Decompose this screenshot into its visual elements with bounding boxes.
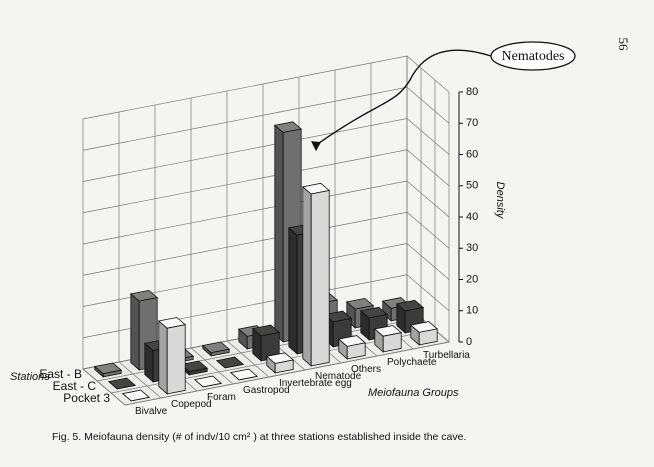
bar-front bbox=[274, 359, 294, 374]
y-tick-label: 20 bbox=[466, 273, 478, 285]
bar bbox=[229, 368, 259, 381]
bar bbox=[93, 362, 123, 378]
bar bbox=[215, 356, 245, 369]
annotation-arrow bbox=[315, 49, 492, 146]
bar-front bbox=[418, 328, 438, 346]
grid-line bbox=[406, 86, 450, 124]
bar-front bbox=[239, 376, 258, 381]
bar-front bbox=[131, 397, 150, 402]
bar-front bbox=[166, 324, 186, 395]
bar-side bbox=[274, 124, 284, 343]
bar bbox=[373, 325, 403, 353]
x-tick-label: Nematode bbox=[315, 371, 362, 382]
grid-line bbox=[406, 55, 450, 93]
floor-line bbox=[82, 368, 126, 406]
bar-front bbox=[210, 348, 230, 357]
bar bbox=[265, 352, 295, 374]
bar-front bbox=[346, 342, 366, 360]
grid-line bbox=[406, 149, 450, 187]
x-tick-label: Bivalve bbox=[135, 406, 168, 417]
y-tick-label: 50 bbox=[466, 180, 478, 192]
x-tick-label: Others bbox=[351, 364, 381, 375]
x-tick-label: Turbellaria bbox=[423, 350, 470, 361]
bar-front bbox=[102, 369, 122, 378]
y-tick-label: 80 bbox=[466, 86, 478, 98]
grid-line bbox=[82, 55, 408, 120]
x-tick-label: Copepod bbox=[171, 399, 212, 410]
x-tick-label: Foram bbox=[207, 392, 236, 403]
grid-line bbox=[406, 180, 450, 218]
x-tick-label: Invertebrate egg bbox=[279, 378, 352, 389]
bar-front bbox=[225, 364, 244, 369]
grid-line bbox=[82, 180, 408, 245]
bar-front bbox=[188, 367, 208, 376]
page-number: 56 bbox=[616, 38, 631, 52]
bar-side bbox=[158, 320, 168, 395]
station-label: East - C bbox=[53, 379, 97, 393]
depth-axis-title: Stations bbox=[10, 371, 50, 383]
annotation: Nematodes bbox=[502, 49, 565, 64]
y-tick-label: 40 bbox=[466, 211, 478, 223]
bar bbox=[157, 317, 187, 395]
floor-line bbox=[124, 341, 450, 406]
bar bbox=[201, 341, 231, 357]
bar bbox=[337, 335, 367, 360]
arrow-head bbox=[311, 141, 321, 152]
x-tick-label: Polychaete bbox=[387, 357, 437, 368]
station-label: East - B bbox=[39, 367, 82, 381]
floor-line bbox=[118, 361, 162, 399]
bar-side bbox=[288, 227, 298, 355]
y-tick-label: 30 bbox=[466, 242, 478, 254]
y-axis-title: Density bbox=[494, 182, 506, 220]
y-tick-label: 10 bbox=[466, 305, 478, 317]
grid-line bbox=[406, 118, 450, 155]
bar-front bbox=[117, 385, 136, 390]
bar-side bbox=[302, 185, 312, 367]
bar bbox=[121, 389, 151, 402]
grid-line bbox=[82, 211, 408, 276]
bar-front bbox=[203, 383, 222, 388]
caption: Fig. 5. Meiofauna density (# of indv/10 … bbox=[52, 431, 466, 443]
bar bbox=[107, 377, 137, 390]
bar-side bbox=[130, 293, 140, 371]
floor-line bbox=[190, 347, 234, 385]
grid-line bbox=[406, 243, 450, 280]
grid-line bbox=[82, 118, 408, 182]
y-tick-label: 0 bbox=[466, 336, 472, 348]
x-tick-label: Gastropod bbox=[243, 385, 290, 396]
grid-line bbox=[406, 211, 450, 249]
bar bbox=[301, 182, 331, 367]
grid-line bbox=[82, 149, 408, 214]
station-label: Pocket 3 bbox=[63, 391, 110, 405]
grid-line bbox=[82, 86, 408, 151]
bar bbox=[193, 375, 223, 388]
x-axis-title: Meiofauna Groups bbox=[368, 387, 459, 399]
bar-front bbox=[382, 332, 402, 353]
grid-line bbox=[406, 274, 450, 312]
bar-front bbox=[310, 190, 330, 367]
bar bbox=[409, 321, 439, 346]
y-tick-label: 70 bbox=[466, 117, 478, 129]
y-tick-label: 60 bbox=[466, 148, 478, 160]
floor-line bbox=[226, 340, 270, 378]
